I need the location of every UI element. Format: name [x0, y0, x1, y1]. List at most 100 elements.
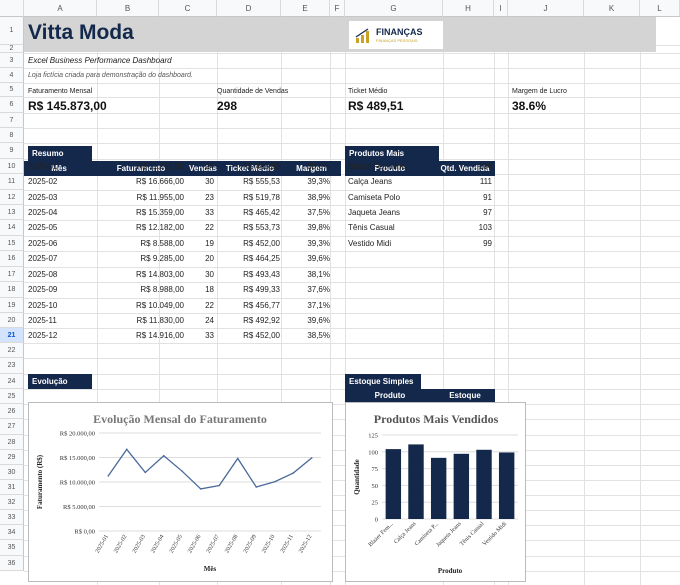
column-header-l[interactable]: L — [640, 0, 680, 17]
produtos-cell[interactable]: 99 — [483, 239, 492, 248]
resumo-cell[interactable]: 2025-01 — [28, 162, 58, 171]
resumo-cell[interactable]: R$ 468,83 — [243, 162, 280, 171]
resumo-cell[interactable]: 2025-11 — [28, 316, 57, 325]
row-header-35[interactable]: 35 — [0, 540, 24, 556]
row-header-13[interactable]: 13 — [0, 205, 24, 220]
row-header-9[interactable]: 9 — [0, 143, 24, 159]
row-header-6[interactable]: 6 — [0, 97, 24, 113]
row-header-19[interactable]: 19 — [0, 298, 24, 313]
row-header-3[interactable]: 3 — [0, 53, 24, 68]
resumo-cell[interactable]: R$ 499,33 — [243, 285, 280, 294]
row-header-15[interactable]: 15 — [0, 236, 24, 251]
row-header-4[interactable]: 4 — [0, 68, 24, 83]
produtos-cell[interactable]: 103 — [478, 223, 492, 232]
resumo-cell[interactable]: 19 — [205, 239, 214, 248]
resumo-cell[interactable]: 39,8% — [307, 223, 330, 232]
row-header-26[interactable]: 26 — [0, 404, 24, 419]
resumo-cell[interactable]: 2025-03 — [28, 193, 58, 202]
resumo-cell[interactable]: 22 — [205, 223, 214, 232]
resumo-cell[interactable]: 38,6% — [307, 162, 330, 171]
resumo-cell[interactable]: 33 — [205, 208, 214, 217]
row-header-17[interactable]: 17 — [0, 267, 24, 282]
row-header-24[interactable]: 24 — [0, 374, 24, 389]
resumo-cell[interactable]: 2025-09 — [28, 285, 58, 294]
row-header-2[interactable]: 2 — [0, 45, 24, 53]
resumo-cell[interactable]: 30 — [205, 177, 214, 186]
resumo-cell[interactable]: 2025-04 — [28, 208, 58, 217]
resumo-cell[interactable]: R$ 493,43 — [243, 270, 280, 279]
column-header-j[interactable]: J — [508, 0, 584, 17]
row-header-1[interactable]: 1 — [0, 17, 24, 45]
resumo-cell[interactable]: 18 — [205, 285, 214, 294]
resumo-cell[interactable]: R$ 11.955,00 — [136, 193, 184, 202]
select-all-corner[interactable] — [0, 0, 24, 17]
resumo-cell[interactable]: 37,1% — [307, 301, 330, 310]
resumo-cell[interactable]: 2025-12 — [28, 331, 58, 340]
resumo-cell[interactable]: R$ 12.182,00 — [135, 223, 184, 232]
resumo-cell[interactable]: R$ 8.988,00 — [140, 285, 184, 294]
resumo-cell[interactable]: 2025-05 — [28, 223, 58, 232]
resumo-cell[interactable]: 20 — [205, 254, 214, 263]
column-header-g[interactable]: G — [345, 0, 443, 17]
bar-chart-box[interactable]: Produtos Mais Vendidos 0 25 50 75 100 125 Blaze… — [345, 402, 526, 582]
produtos-cell[interactable]: Calça Jeans — [348, 177, 393, 186]
row-header-18[interactable]: 18 — [0, 282, 24, 298]
row-header-31[interactable]: 31 — [0, 480, 24, 495]
resumo-cell[interactable]: 38,5% — [307, 331, 330, 340]
resumo-cell[interactable]: R$ 464,25 — [243, 254, 280, 263]
resumo-cell[interactable]: 2025-10 — [28, 301, 58, 310]
row-header-14[interactable]: 14 — [0, 220, 24, 236]
row-header-20[interactable]: 20 — [0, 313, 24, 328]
resumo-cell[interactable]: 30 — [205, 270, 214, 279]
resumo-cell[interactable]: 2025-06 — [28, 239, 58, 248]
resumo-cell[interactable]: 24 — [205, 162, 214, 171]
row-header-16[interactable]: 16 — [0, 251, 24, 267]
resumo-cell[interactable]: R$ 519,78 — [243, 193, 280, 202]
resumo-cell[interactable]: 2025-07 — [28, 254, 58, 263]
column-header-c[interactable]: C — [159, 0, 217, 17]
resumo-cell[interactable]: R$ 16.666,00 — [135, 177, 184, 186]
row-header-36[interactable]: 36 — [0, 556, 24, 571]
row-header-5[interactable]: 5 — [0, 83, 24, 97]
resumo-cell[interactable]: R$ 8.588,00 — [140, 239, 184, 248]
line-chart-box[interactable]: Evolução Mensal do Faturamento R$ 0,00 R$ … — [28, 402, 333, 582]
resumo-cell[interactable]: 2025-02 — [28, 177, 58, 186]
row-header-21[interactable]: 21 — [0, 328, 24, 343]
row-header-22[interactable]: 22 — [0, 343, 24, 358]
resumo-cell[interactable]: 38,1% — [307, 270, 330, 279]
resumo-cell[interactable]: 39,3% — [307, 177, 330, 186]
resumo-cell[interactable]: R$ 456,77 — [243, 301, 280, 310]
produtos-cell[interactable]: 104 — [478, 162, 492, 171]
resumo-cell[interactable]: 2025-08 — [28, 270, 58, 279]
resumo-cell[interactable]: 37,5% — [307, 208, 330, 217]
column-header-k[interactable]: K — [584, 0, 640, 17]
produtos-cell[interactable]: Jaqueta Jeans — [348, 208, 401, 217]
resumo-cell[interactable]: R$ 11.252,00 — [136, 162, 184, 171]
row-header-32[interactable]: 32 — [0, 495, 24, 510]
resumo-cell[interactable]: 39,6% — [307, 316, 330, 325]
column-header-f[interactable]: F — [330, 0, 345, 17]
row-header-10[interactable]: 10 — [0, 159, 24, 174]
resumo-cell[interactable]: 37,6% — [307, 285, 330, 294]
produtos-cell[interactable]: 91 — [483, 193, 492, 202]
row-header-28[interactable]: 28 — [0, 435, 24, 450]
resumo-cell[interactable]: R$ 14.916,00 — [135, 331, 184, 340]
row-header-30[interactable]: 30 — [0, 465, 24, 480]
resumo-cell[interactable]: R$ 452,00 — [243, 239, 280, 248]
column-header-d[interactable]: D — [217, 0, 281, 17]
produtos-cell[interactable]: 111 — [479, 177, 492, 186]
row-header-25[interactable]: 25 — [0, 389, 24, 404]
column-header-e[interactable]: E — [281, 0, 330, 17]
resumo-cell[interactable]: 24 — [205, 316, 214, 325]
resumo-cell[interactable]: 39,6% — [307, 254, 330, 263]
row-header-33[interactable]: 33 — [0, 510, 24, 525]
row-header-11[interactable]: 11 — [0, 174, 24, 190]
resumo-cell[interactable]: R$ 555,53 — [243, 177, 280, 186]
produtos-cell[interactable]: Camiseta Polo — [348, 193, 401, 202]
resumo-cell[interactable]: R$ 465,42 — [243, 208, 280, 217]
column-header-b[interactable]: B — [97, 0, 159, 17]
column-header-h[interactable]: H — [443, 0, 494, 17]
row-header-8[interactable]: 8 — [0, 128, 24, 143]
resumo-cell[interactable]: R$ 15.359,00 — [135, 208, 184, 217]
produtos-cell[interactable]: 97 — [483, 208, 492, 217]
